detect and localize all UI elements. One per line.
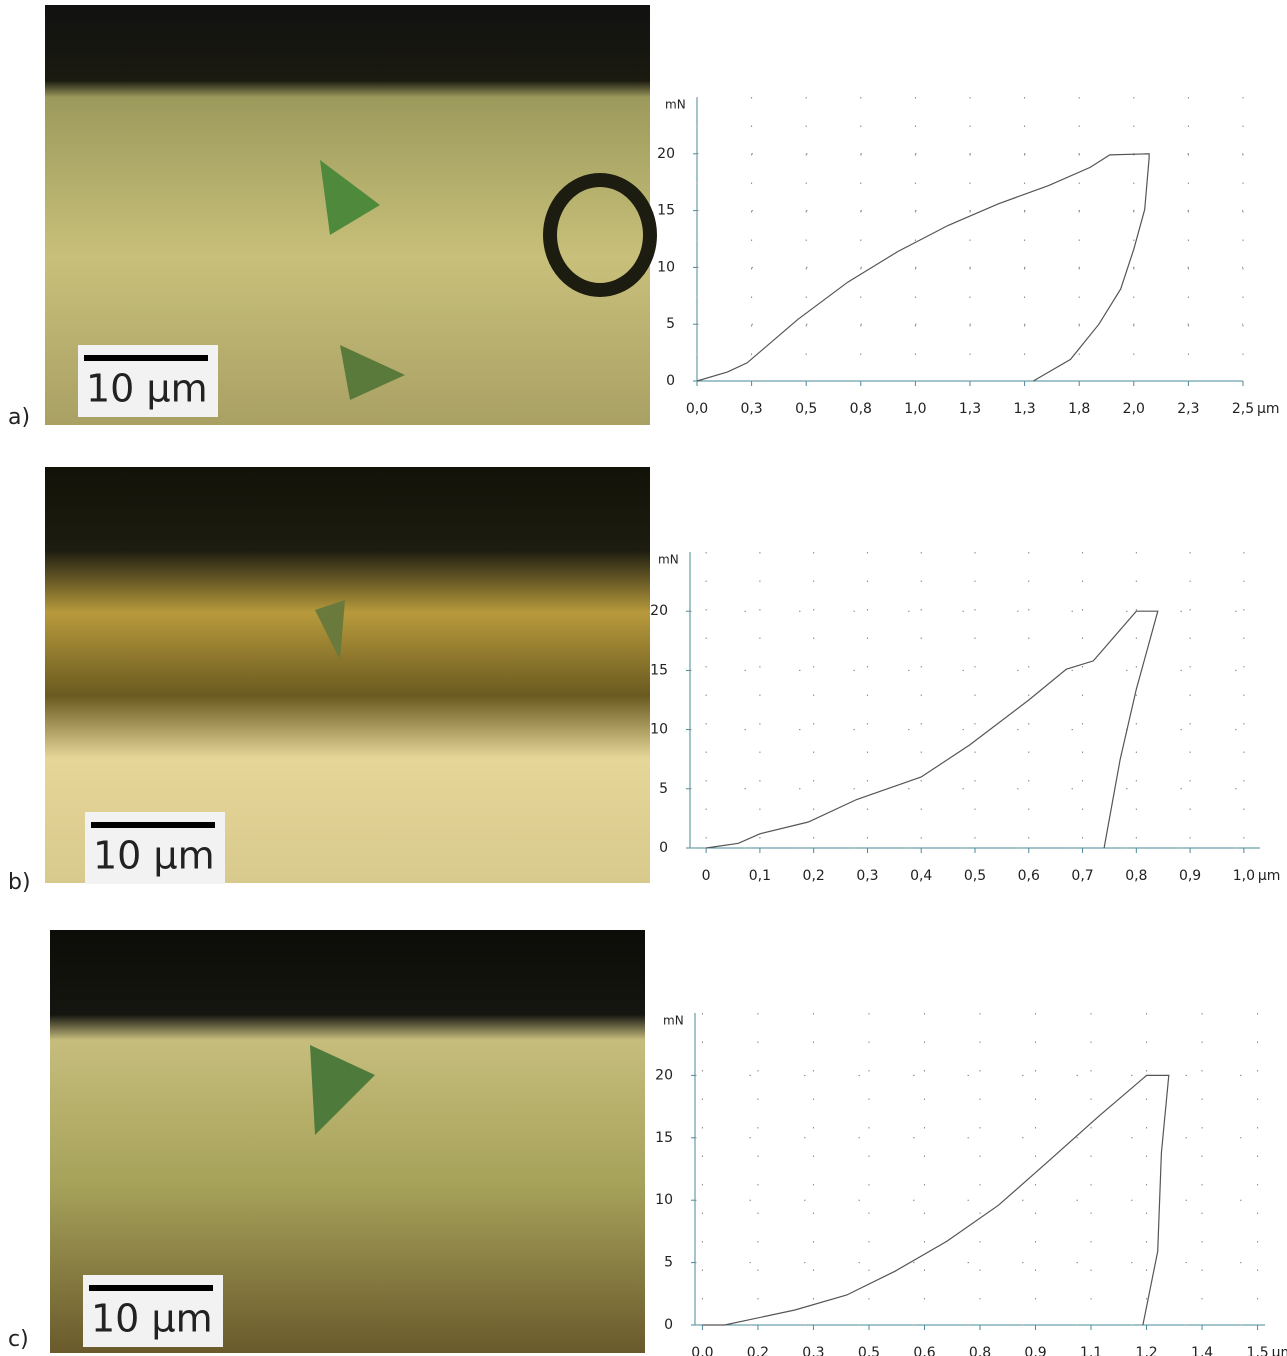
panel-label: b) bbox=[8, 870, 31, 895]
x-tick-label: 0,7 bbox=[1071, 868, 1093, 884]
y-tick-label: 5 bbox=[666, 316, 675, 332]
x-tick-label: 0,8 bbox=[850, 401, 872, 417]
panel-label: a) bbox=[8, 405, 30, 430]
x-tick-label: 1,1 bbox=[1080, 1345, 1102, 1356]
x-tick-label: 0,3 bbox=[802, 1345, 824, 1356]
scale-bar-label: 10 μm bbox=[93, 834, 215, 878]
x-tick-label: 0,0 bbox=[691, 1345, 713, 1356]
y-tick-label: 15 bbox=[657, 203, 675, 219]
y-tick-label: 20 bbox=[655, 1067, 673, 1083]
x-axis-label: μm bbox=[1258, 868, 1281, 884]
x-tick-label: 1,0 bbox=[1233, 868, 1255, 884]
y-tick-label: 20 bbox=[650, 603, 668, 619]
panel-label: c) bbox=[8, 1327, 29, 1352]
y-tick-label: 10 bbox=[655, 1192, 673, 1208]
y-tick-label: 15 bbox=[650, 662, 668, 678]
x-tick-label: 0,8 bbox=[969, 1345, 991, 1356]
y-tick-label: 5 bbox=[659, 781, 668, 797]
load-curve bbox=[702, 1075, 1168, 1325]
x-tick-label: 0,3 bbox=[740, 401, 762, 417]
y-axis-label: mN bbox=[665, 98, 686, 112]
x-tick-label: 1,8 bbox=[1068, 401, 1090, 417]
x-tick-label: 0,6 bbox=[913, 1345, 935, 1356]
y-axis-label: mN bbox=[663, 1014, 684, 1028]
x-tick-label: 0,0 bbox=[686, 401, 708, 417]
x-tick-label: 0,4 bbox=[910, 868, 932, 884]
x-tick-label: 2,3 bbox=[1177, 401, 1199, 417]
x-tick-label: 0,5 bbox=[858, 1345, 880, 1356]
x-tick-label: 0,3 bbox=[856, 868, 878, 884]
x-tick-label: 0,8 bbox=[1125, 868, 1147, 884]
x-tick-label: 1,3 bbox=[1013, 401, 1035, 417]
x-tick-label: 1,4 bbox=[1191, 1345, 1213, 1356]
page: a) 10 μm b) 10 μm c) 10 μm mN 0 5 10 15 20 0,0 0,3 0,5… bbox=[0, 0, 1287, 1356]
figure: a) 10 μm b) 10 μm c) 10 μm mN 0 5 10 15 20 0,0 0,3 0,5… bbox=[0, 0, 1287, 1356]
y-tick-label: 5 bbox=[664, 1255, 673, 1271]
x-tick-label: 1,3 bbox=[959, 401, 981, 417]
x-tick-label: 0 bbox=[702, 868, 711, 884]
y-tick-label: 10 bbox=[657, 259, 675, 275]
y-tick-label: 0 bbox=[666, 373, 675, 389]
x-tick-label: 0,9 bbox=[1179, 868, 1201, 884]
x-tick-label: 0,2 bbox=[747, 1345, 769, 1356]
x-tick-label: 0,1 bbox=[749, 868, 771, 884]
x-tick-label: 0,5 bbox=[964, 868, 986, 884]
scale-bar bbox=[91, 822, 215, 828]
x-tick-label: 1,2 bbox=[1135, 1345, 1157, 1356]
load-curve bbox=[697, 154, 1149, 381]
scale-bar-label: 10 μm bbox=[86, 367, 208, 411]
y-tick-label: 15 bbox=[655, 1130, 673, 1146]
scale-bar bbox=[89, 1285, 213, 1291]
x-tick-label: 0,5 bbox=[795, 401, 817, 417]
scale-bar bbox=[84, 355, 208, 361]
y-tick-label: 0 bbox=[659, 840, 668, 856]
scale-bar-label: 10 μm bbox=[91, 1297, 213, 1341]
load-curve bbox=[706, 611, 1158, 848]
x-tick-label: 0,9 bbox=[1024, 1345, 1046, 1356]
y-axis-label: mN bbox=[658, 553, 679, 567]
x-axis-label: μm bbox=[1257, 401, 1280, 417]
y-tick-label: 0 bbox=[664, 1317, 673, 1333]
y-tick-label: 20 bbox=[657, 146, 675, 162]
x-tick-label: 0,2 bbox=[803, 868, 825, 884]
y-tick-label: 10 bbox=[650, 722, 668, 738]
x-tick-label: 2,0 bbox=[1123, 401, 1145, 417]
x-axis-label: μm bbox=[1272, 1345, 1287, 1356]
x-tick-label: 2,5 bbox=[1232, 401, 1254, 417]
x-tick-label: 1,5 bbox=[1246, 1345, 1268, 1356]
x-tick-label: 1,0 bbox=[904, 401, 926, 417]
x-tick-label: 0,6 bbox=[1018, 868, 1040, 884]
